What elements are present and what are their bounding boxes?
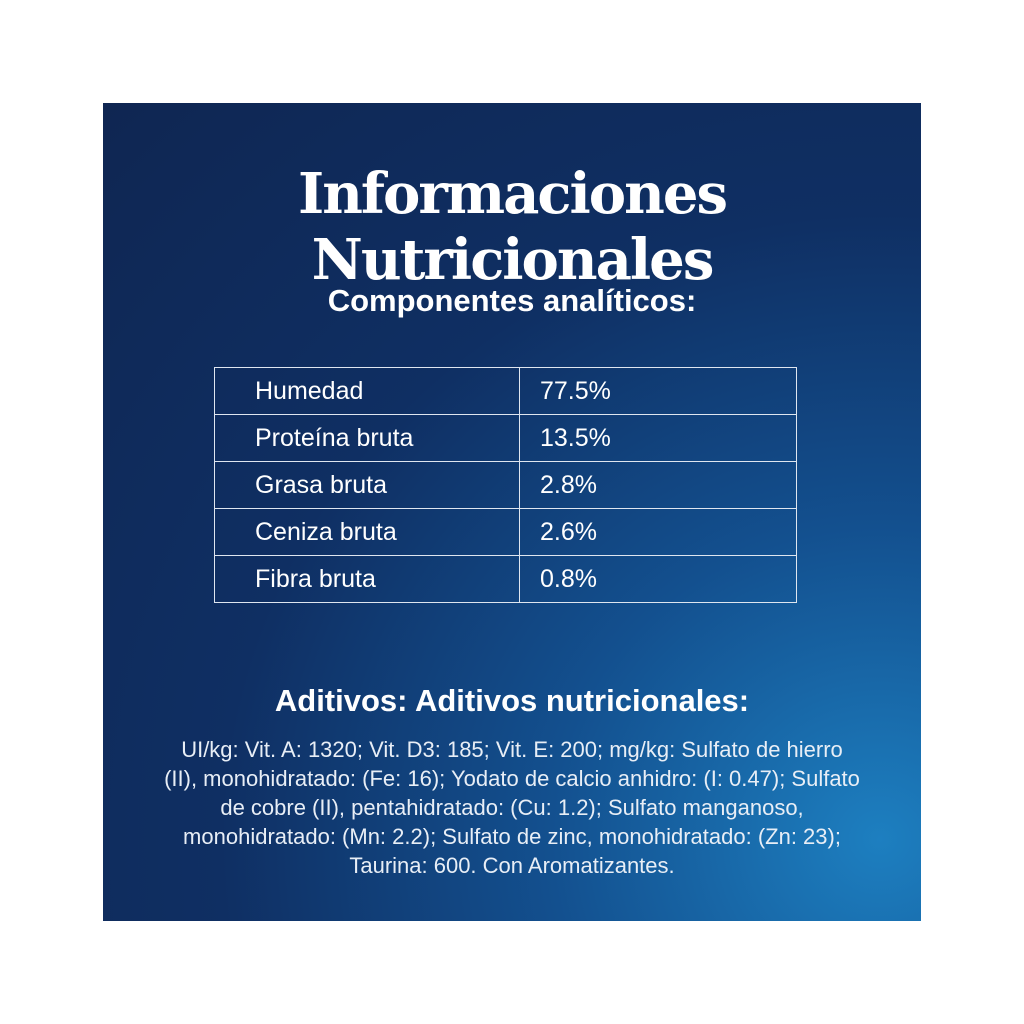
row: Ceniza bruta 2.6% <box>214 508 797 556</box>
row: Proteína bruta 13.5% <box>214 414 797 462</box>
section-title: Componentes analíticos: <box>327 283 697 318</box>
table: Humedad 77.5% Proteína bruta 13.5% Grasa bru… <box>214 367 797 603</box>
cell: Fibra bruta <box>214 555 520 603</box>
cell: 77.5% <box>519 367 797 415</box>
section-title: Aditivos: Aditivos nutricionales: <box>274 683 750 718</box>
title: Informaciones Nutricionales <box>298 161 728 293</box>
row: Fibra bruta 0.8% <box>214 555 797 603</box>
cell: Proteína bruta <box>214 414 520 462</box>
additives-text: UI/kg: Vit. A: 1320; Vit. D3: 185; Vit. … <box>164 737 860 878</box>
cell: Humedad <box>214 367 520 415</box>
row: Grasa bruta 2.8% <box>214 461 797 509</box>
row: Humedad 77.5% <box>214 367 797 415</box>
cell: 13.5% <box>519 414 797 462</box>
cell: 0.8% <box>519 555 797 603</box>
cell: 2.6% <box>519 508 797 556</box>
panel: Informaciones Nutricionales Componentes … <box>103 103 921 921</box>
cell: Ceniza bruta <box>214 508 520 556</box>
cell: 2.8% <box>519 461 797 509</box>
cell: Grasa bruta <box>214 461 520 509</box>
